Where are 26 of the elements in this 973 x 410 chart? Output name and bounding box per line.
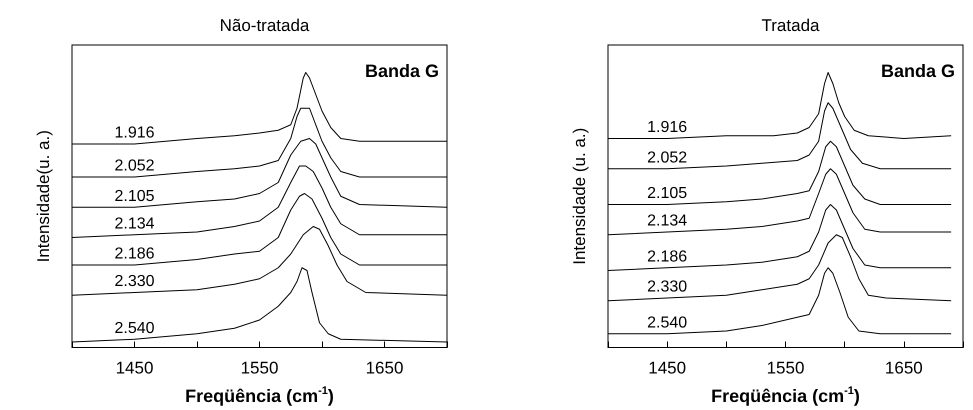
series-label: 1.916 xyxy=(647,119,688,136)
x-tick-label: 1650 xyxy=(884,358,923,378)
series-label: 2.186 xyxy=(647,248,688,266)
series-label: 2.330 xyxy=(114,273,155,290)
series-label: 2.540 xyxy=(647,314,688,332)
y-axis-title: Intensidade(u. a.) xyxy=(34,130,53,262)
x-tick-label: 1550 xyxy=(766,358,804,378)
series-label: 2.134 xyxy=(647,212,688,230)
series-label: 1.916 xyxy=(114,124,155,142)
series-label: 2.105 xyxy=(114,188,155,205)
annotation: Banda G xyxy=(880,61,956,81)
chart-title: Não-tratada xyxy=(220,16,310,35)
series-label: 2.052 xyxy=(114,158,155,174)
series-label: 2.105 xyxy=(647,185,688,202)
x-tick-label: 1450 xyxy=(116,358,154,378)
series-label: 2.186 xyxy=(114,246,155,262)
annotation: Banda G xyxy=(364,61,440,81)
chart-title: Tratada xyxy=(762,16,820,35)
x-tick-label: 1450 xyxy=(648,358,686,378)
series-label: 2.052 xyxy=(647,149,688,166)
series-label: 2.134 xyxy=(114,215,155,232)
series-label: 2.540 xyxy=(114,320,155,337)
x-tick-label: 1550 xyxy=(240,358,278,378)
series-label: 2.330 xyxy=(647,278,688,296)
x-tick-label: 1650 xyxy=(366,358,404,378)
y-axis-title: Intensidade (u. a.) xyxy=(570,128,589,265)
